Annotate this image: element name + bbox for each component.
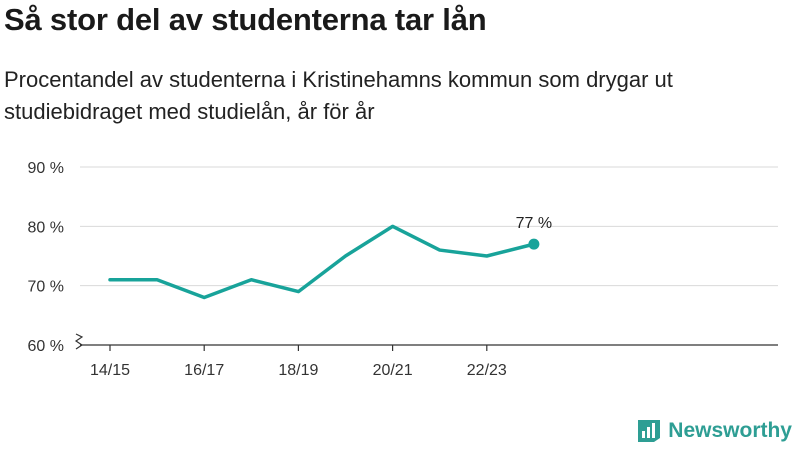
x-tick-label: 20/21 <box>373 362 413 379</box>
x-tick-label: 18/19 <box>278 362 318 379</box>
x-tick-label: 14/15 <box>90 362 130 379</box>
y-axis-tick-labels: 60 % 70 % 80 % 90 % <box>28 160 64 355</box>
y-tick-label: 70 % <box>28 279 64 296</box>
y-axis-break-icon <box>74 333 84 350</box>
chart-title: Så stor del av studenterna tar lån <box>4 2 487 37</box>
gridlines <box>80 166 778 287</box>
chart-subtitle: Procentandel av studenterna i Kristineha… <box>4 67 673 124</box>
y-tick-label: 80 % <box>28 219 64 236</box>
newsworthy-logo-icon <box>638 420 661 442</box>
y-tick-label: 90 % <box>28 160 64 177</box>
line-chart: 60 % 70 % 80 % 90 % 14/15 16/17 18/19 20/21 22/… <box>28 160 778 379</box>
series-layer: 77 % <box>108 215 552 300</box>
x-tick-label: 22/23 <box>467 362 507 379</box>
x-axis <box>74 333 778 351</box>
newsworthy-brand: Newsworthy <box>636 418 792 444</box>
last-value-label: 77 % <box>516 215 552 232</box>
y-tick-label: 60 % <box>28 338 64 355</box>
brand-name: Newsworthy <box>668 419 792 442</box>
series-line <box>108 224 536 300</box>
last-data-point <box>528 238 540 250</box>
x-tick-label: 16/17 <box>184 362 224 379</box>
x-axis-tick-labels: 14/15 16/17 18/19 20/21 22/23 <box>90 362 507 379</box>
